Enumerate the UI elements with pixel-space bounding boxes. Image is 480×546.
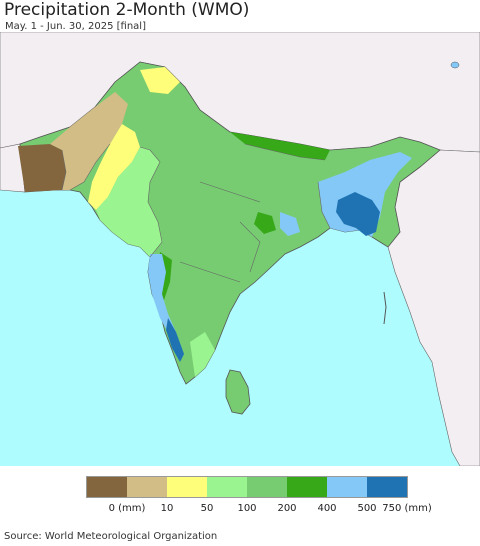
legend-tick-label: 400 [317,503,337,514]
wet-region-lightblue-central [280,212,300,236]
light-green-south [190,332,215,377]
legend-swatch [367,477,407,497]
wet-region-darkblue-coast [166,318,184,362]
legend-tick-label: 500 [357,503,377,514]
legend-swatch [287,477,327,497]
legend-tick-label: 50 [200,503,214,514]
dry-region-yellow-north [140,67,180,94]
precipitation-map [0,32,480,466]
source-credit: Source: World Meteorological Organizatio… [4,531,218,542]
sri-lanka [225,369,251,415]
legend-tick-label: 100 [237,503,257,514]
legend-swatch [167,477,207,497]
legend-tick-label: 0 (mm) [108,503,146,514]
wet-region-darkblue [336,192,380,236]
legend-swatch [247,477,287,497]
dry-region-tan [50,92,128,190]
small-lake [450,61,460,69]
legend-swatch [87,477,127,497]
light-green-nw [96,147,162,257]
wet-region-lightblue-coast [148,254,176,336]
legend-colorbar [86,476,408,498]
legend-tick-label: 750 (mm) [382,503,432,514]
map-title: Precipitation 2-Month (WMO) [4,0,250,20]
map-subtitle: May. 1 - Jun. 30, 2025 [final] [5,21,146,32]
dry-region-brown [18,144,66,192]
internal-borders [61,143,331,283]
legend-tick-label: 10 [160,503,174,514]
dry-region-yellow [88,124,140,210]
legend-swatch [327,477,367,497]
legend-swatch [207,477,247,497]
legend-tick-label: 200 [277,503,297,514]
andaman-islands [383,291,387,325]
dark-green-himalaya [230,132,330,160]
dark-green-central [254,212,276,234]
legend-swatch [127,477,167,497]
